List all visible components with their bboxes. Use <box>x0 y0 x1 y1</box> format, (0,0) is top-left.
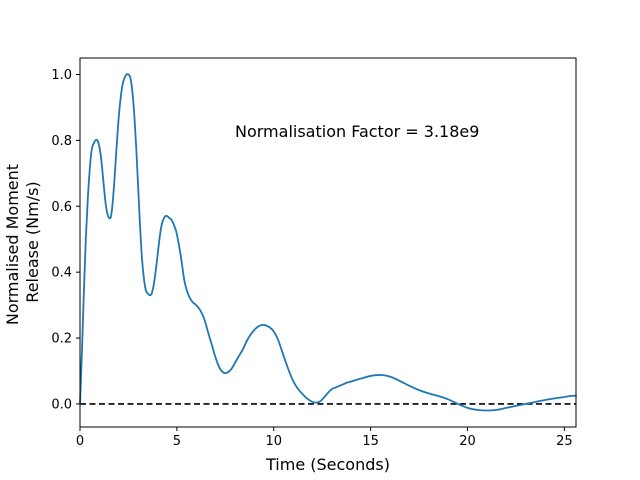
y-tick-label: 0.2 <box>51 332 72 347</box>
normalisation-factor-annotation: Normalisation Factor = 3.18e9 <box>235 122 479 141</box>
x-axis-label: Time (Seconds) <box>265 455 390 474</box>
x-tick-label: 5 <box>173 434 181 449</box>
x-tick-label: 15 <box>362 434 379 449</box>
y-axis-label-line-2: Release (Nm/s) <box>23 181 42 302</box>
plot-content <box>79 73 577 412</box>
y-axis-label: Normalised Moment Release (Nm/s) <box>3 159 42 325</box>
plot-area <box>80 58 576 427</box>
y-tick-label: 1.0 <box>51 68 72 83</box>
y-tick-label: 0.8 <box>51 134 72 149</box>
y-tick-label: 0.0 <box>51 397 72 412</box>
y-tick-label: 0.4 <box>51 266 72 281</box>
x-tick-label: 20 <box>459 434 476 449</box>
plot-frame <box>79 57 577 428</box>
y-tick-label: 0.6 <box>51 200 72 215</box>
x-tick-label: 25 <box>556 434 573 449</box>
x-tick-label: 10 <box>265 434 282 449</box>
y-axis-label-line-1: Normalised Moment <box>3 164 22 325</box>
x-tick-label: 0 <box>76 434 84 449</box>
series-line-0 <box>79 73 577 412</box>
x-axis-ticks: 0 5 10 15 20 25 <box>76 427 573 449</box>
y-axis-ticks: 0.0 0.2 0.4 0.6 0.8 1.0 <box>51 68 80 412</box>
